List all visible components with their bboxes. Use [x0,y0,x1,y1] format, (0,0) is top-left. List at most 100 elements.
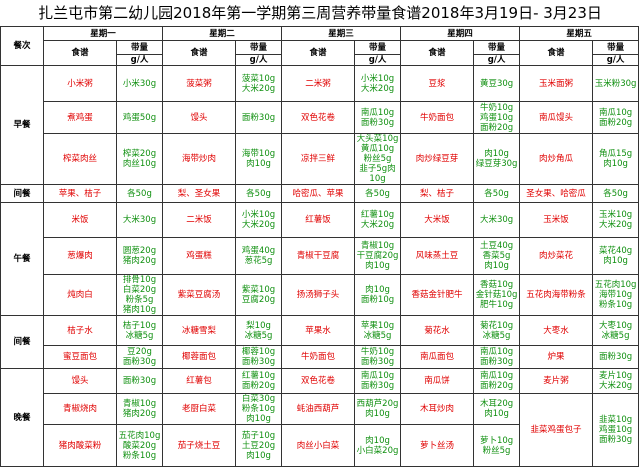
dish: 肉炒菜花 [519,237,594,275]
dish: 椰蓉面包 [162,345,237,369]
amount-line: 葱花5g [244,256,273,266]
dish: 炖肉白 [43,274,117,316]
dish: 韭菜鸡蛋包子 [519,393,594,467]
amount-line: 粉条5g [125,295,154,305]
amount-line: 肉10g [365,285,390,295]
dish: 米饭 [43,202,117,238]
meal-header: 餐次 [0,26,44,66]
amount-line: 香菇10g [479,280,514,290]
dish: 馒头 [43,368,117,394]
amount-line: 小米10g [360,73,395,84]
amount-line: 大枣10g [598,320,633,331]
amount-line: 苹果10g [360,320,395,331]
amount-line: 各50g [484,188,509,199]
amount-line: 紫菜10g [241,285,276,295]
amount-line: 肉10g [484,409,509,419]
title: 扎兰屯市第二幼儿园2018年第一学期第三周营养带量食谱2018年3月19日- 3… [38,4,602,22]
amount-line: 各50g [127,188,152,199]
amount-line: 小米10g [241,210,276,220]
amount-header: 带量 [115,40,164,55]
amount-line: 玉米10g [598,210,633,220]
amount-line: 面粉30g [122,376,157,386]
amount: 韭菜10g 鸡蛋10g 面粉30g [592,393,640,467]
amount-line: 面粉30g [241,112,276,123]
dish: 哈密瓜、苹果 [281,184,356,203]
amount-line: 五花肉10g [118,430,161,441]
dish: 香菇金针肥牛 [400,274,475,316]
dish: 冰糖雪梨 [162,315,237,346]
header-row: 食谱 带量 食谱 带量 食谱 带量 食谱 带量 食谱 带量 [1,40,640,66]
amount: 萝卜10g 粉丝5g [473,424,521,467]
amount-line: 鸡蛋10g [598,425,633,435]
amount-line: 肉10g [246,450,271,461]
amount-line: 猪肉10g [122,305,157,315]
amount: 木耳20g 肉10g [473,393,521,425]
dish: 麦片粥 [519,368,594,394]
amount-line: 大米20g [241,220,276,230]
amount-line: 猪肉20g [122,256,157,266]
amount-line: 肉10g [246,159,271,169]
day-header: 星期一 [42,26,164,41]
dish: 扬汤狮子头 [281,274,356,316]
amount-line: 茄子10g [241,430,276,441]
dish: 葱爆肉 [43,237,117,275]
amount: 玉米10g 大米20g [592,202,640,238]
amount-line: 粉丝5g [363,154,392,164]
amount-line: 南瓜10g [479,347,514,357]
amount: 白菜30g 粉条10g 肉10g [235,393,283,425]
amount-line: 肉10g [246,414,271,424]
amount-line: 青椒10g [360,241,395,251]
dish: 红薯包 [162,368,237,394]
amount-line: 面粉20g [241,381,276,391]
amount-header: 带量 [235,40,283,55]
dish: 蚝油西葫芦 [281,393,356,425]
menu-row: 早餐 小米粥 小米30g 菠菜粥 菠菜10g 大米20g 二米粥 小米10g 大米20g 豆浆 黄豆… [0,65,640,185]
dish: 双色花卷 [281,368,356,394]
amount-line: 各50g [603,188,628,199]
amount: 红薯10g 面粉20g [235,368,283,394]
amount-line: 鸡蛋50g [122,112,157,123]
amount-line: 面粉20g [479,122,514,133]
dish: 梨、桔子 [400,184,475,203]
amount-line: 豆20g [127,347,152,357]
amount: 肉10g 小白菜20g [354,424,402,467]
amount: 香菇10g 金针菇10g 肥牛10g [473,274,521,316]
amount-line: 玉米粉30g [594,78,637,89]
meal-label: 午餐 [0,202,44,316]
dish: 榨菜肉丝 [43,133,117,185]
amount-line: 木耳20g [479,399,514,409]
amount: 菊花10g 冰糖5g [473,315,521,346]
amount-line: 肉10g [365,409,390,419]
amount: 面粉30g [235,101,283,134]
dish: 红薯饭 [281,202,356,238]
meal-label: 晚餐 [0,368,44,467]
recipe-header: 食谱 [162,40,237,66]
amount: 各50g [592,184,640,203]
recipe-header: 食谱 [281,40,356,66]
amount: 大头菜10g 黄瓜10g 粉丝5g 韭子5g肉10g [354,133,402,185]
dish: 鸡蛋糕 [162,237,237,275]
amount-line: 面粉20g [598,117,633,128]
amount-line: 椰蓉10g [241,347,276,357]
menu-row: 蜜豆面包 豆20g 面粉30g 椰蓉面包 椰蓉10g 面粉30g 牛奶面包 牛奶10g 面粉30… [1,345,640,369]
menu-row: 间餐 桔子水 桔子10g 冰糖5g 冰糖雪梨 梨10g 冰糖5g 苹果水 苹果10g 冰糖5g 菊花… [0,315,640,369]
dish: 苹果水 [281,315,356,346]
amount-line: 肉10g [484,261,509,271]
dish: 菠菜粥 [162,65,237,102]
day-header: 星期四 [400,26,521,41]
amount-line: 干豆腐20g [356,251,399,261]
amount-line: 肉10g [365,435,390,446]
dish: 茄子烧土豆 [162,424,237,467]
dish: 老厨白菜 [162,393,237,425]
day-header: 星期三 [281,26,402,41]
menu-row: 晚餐 馒头 面粉30g 红薯包 红薯10g 面粉20g 双色花卷 南瓜10g 面粉30g 南瓜饼南… [0,368,640,467]
unit-header: g/人 [354,54,402,66]
amount: 五花肉10g 酸菜20g 粉条10g [115,424,164,467]
dish: 炉果 [519,345,594,369]
amount: 大米30g [473,202,521,238]
amount-line: 肉10g [365,261,390,271]
amount-line: 香菜5g [482,251,511,261]
amount: 肉10g 面粉10g [354,274,402,316]
amount-line: 大米20g [598,381,633,391]
amount-line: 五花肉10g [594,280,637,290]
